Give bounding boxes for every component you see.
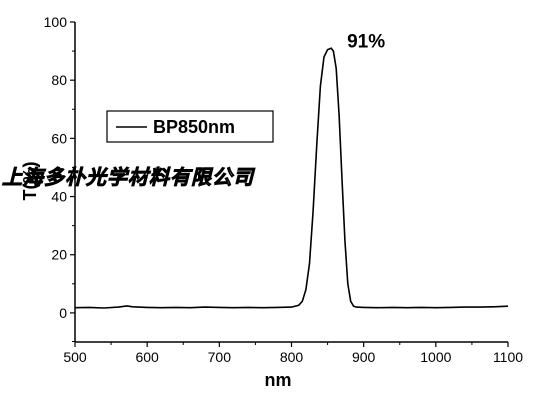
y-axis: 0 20 40 60 80 100	[44, 14, 76, 342]
y-tick-label: 0	[59, 305, 67, 321]
x-tick-label: 1000	[420, 349, 451, 365]
y-axis-ticks: 0 20 40 60 80 100	[44, 14, 75, 342]
y-tick-label: 80	[51, 72, 67, 88]
peak-annotation: 91%	[347, 31, 385, 52]
x-tick-label: 900	[352, 349, 376, 365]
legend-entry-label: BP850nm	[153, 117, 235, 137]
x-tick-label: 800	[280, 349, 304, 365]
y-axis-title: T(%)	[20, 162, 40, 201]
x-axis: 500 600 700 800 900 1000 1100	[63, 341, 523, 365]
watermark-company-name: 上海多朴光学材料有限公司	[2, 165, 256, 189]
x-tick-label: 500	[63, 349, 87, 365]
y-tick-label: 40	[51, 189, 67, 205]
x-axis-ticks: 500 600 700 800 900 1000 1100	[63, 342, 523, 365]
series-line-bp850nm	[74, 47, 509, 309]
y-tick-label: 100	[44, 14, 68, 30]
x-tick-label: 600	[135, 349, 159, 365]
legend: BP850nm	[106, 110, 274, 143]
x-axis-title: nm	[265, 370, 292, 390]
x-tick-label: 1100	[493, 349, 523, 365]
y-tick-label: 20	[51, 247, 67, 263]
x-tick-label: 700	[208, 349, 232, 365]
y-tick-label: 60	[51, 130, 67, 146]
